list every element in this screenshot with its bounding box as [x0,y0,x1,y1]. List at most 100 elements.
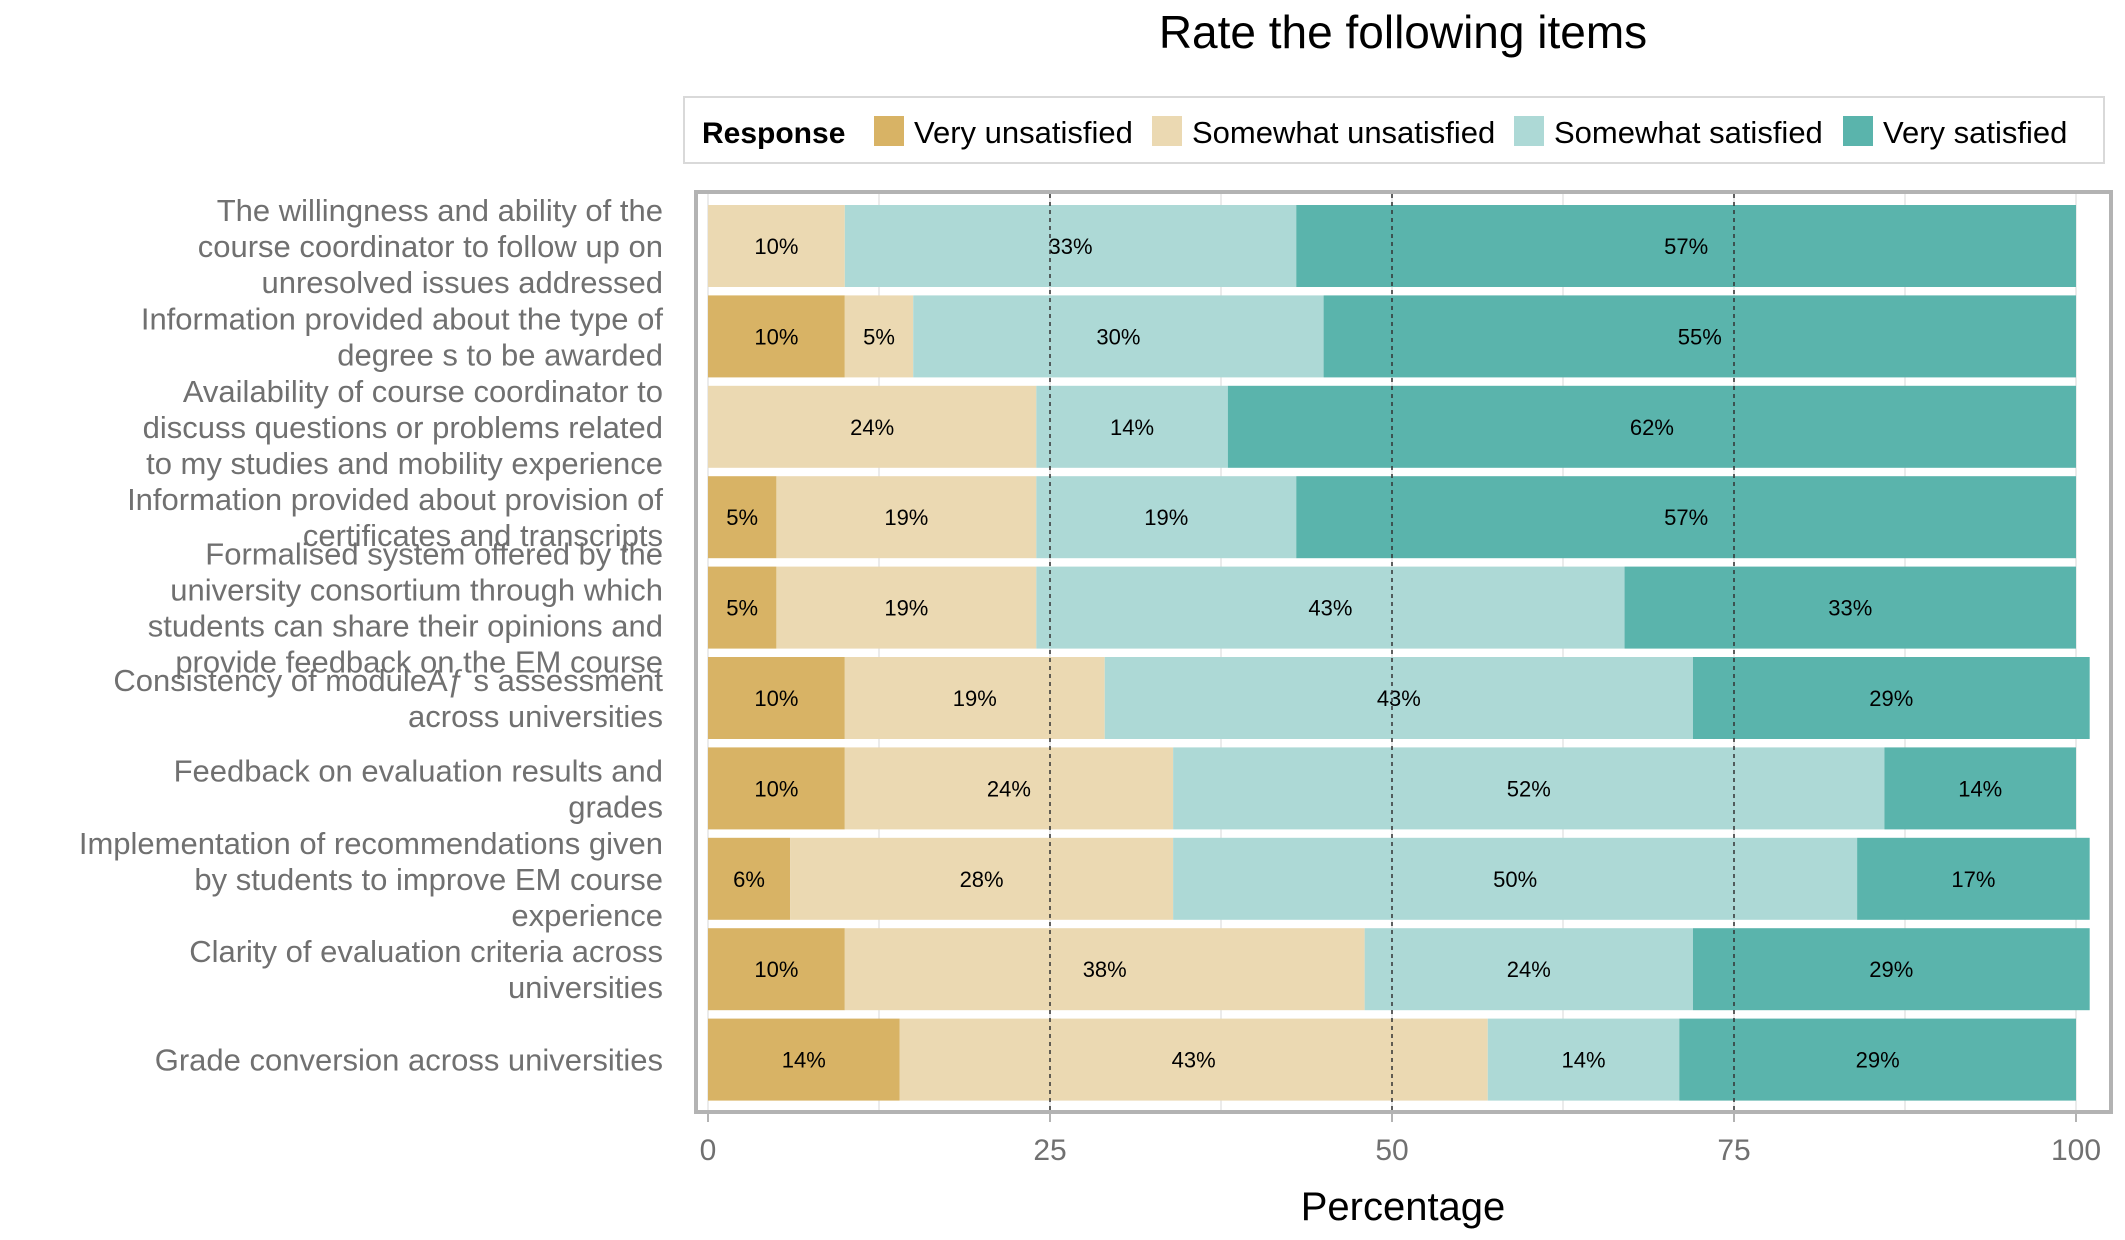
bar-segment [1884,747,2076,830]
bar-row: 10% 38% 24% 29% [708,928,2090,1011]
bar-segment [844,928,1365,1011]
bar-data-label: 19% [884,596,928,621]
bar-segment [844,295,914,378]
legend-label: Very satisfied [1883,115,2067,150]
bar-row: 24% 14% 62% [708,385,2076,468]
bar-data-label: 10% [754,324,798,349]
bar-data-label: 30% [1096,324,1140,349]
bar-data-label: 43% [1308,596,1352,621]
x-tick-label: 75 [1717,1134,1750,1167]
bar-segment [1173,747,1885,830]
bar-data-label: 6% [733,867,765,892]
legend-swatch [1843,116,1873,146]
bar-data-label: 19% [953,686,997,711]
category-label: Feedback on evaluation results and grades [174,753,663,824]
bar-segment [1296,205,2076,287]
bar-data-label: 29% [1856,1048,1900,1073]
plot-area: 10% 33% 57% 10% 5% 30% 55% 24% 14% 62% 5% 19% 19% 57%… [694,190,2113,1114]
bar-data-label: 52% [1507,776,1551,801]
bar-data-label: 5% [863,324,895,349]
bar-segment [708,657,845,739]
bar-segment [776,476,1037,559]
bar-data-label: 57% [1664,234,1708,259]
category-label: Information provided about provision of c… [127,482,663,553]
bar-segment [1104,657,1693,739]
bar-row: 10% 5% 30% 55% [708,295,2076,378]
bar-segment [776,566,1037,649]
bar-data-label: 29% [1869,957,1913,982]
bar-segment [1692,928,2090,1011]
bar-data-label: 24% [1507,957,1551,982]
bar-data-label: 5% [726,596,758,621]
bar-segment [1364,928,1693,1011]
x-tick-label: 100 [2051,1134,2101,1167]
bar-segment [844,657,1105,739]
bar-data-label: 14% [1958,776,2002,801]
bar-segment [1036,476,1297,559]
bar-segment [708,476,777,559]
chart-title: Rate the following items [1159,6,1647,58]
bar-data-label: 10% [754,957,798,982]
legend-title: Response [702,117,845,150]
bar-segment [1173,837,1858,920]
x-axis-title: Percentage [1301,1185,1506,1229]
legend-label: Somewhat unsatisfied [1192,115,1495,150]
bar-data-label: 62% [1630,415,1674,440]
bar-data-label: 38% [1083,957,1127,982]
bar-data-label: 19% [884,505,928,530]
category-label: Consistency of moduleAƒ s assessment acro… [113,663,663,734]
bar-segment [708,205,845,287]
legend-swatch [874,116,904,146]
bar-row: 10% 24% 52% 14% [708,747,2076,830]
bar-segment [1692,657,2090,739]
bar-segment [708,566,777,649]
bar-data-label: 24% [850,415,894,440]
bar-data-label: 14% [1110,415,1154,440]
bar-segment [1323,295,2076,378]
bar-data-label: 10% [754,776,798,801]
bar-row: 5% 19% 43% 33% [708,566,2076,649]
category-label: Information provided about the type of de… [141,301,664,372]
bar-data-label: 10% [754,234,798,259]
bar-data-label: 24% [987,776,1031,801]
bar-data-label: 43% [1377,686,1421,711]
bar-data-label: 33% [1828,596,1872,621]
bar-row: 10% 33% 57% [708,205,2076,287]
legend-label: Somewhat satisfied [1554,115,1823,150]
bar-segment [790,837,1174,920]
legend-swatch [1514,116,1544,146]
bar-data-label: 50% [1493,867,1537,892]
bar-data-label: 28% [960,867,1004,892]
bar-data-label: 55% [1678,324,1722,349]
legend-swatch [1152,116,1182,146]
x-tick-label: 0 [700,1134,717,1167]
bar-segment [913,295,1324,378]
bar-data-label: 17% [1951,867,1995,892]
category-labels: The willingness and ability of the course… [79,193,664,1078]
bar-segment [708,747,845,830]
category-label: Implementation of recommendations given b… [79,826,663,933]
category-label: Clarity of evaluation criteria across uni… [189,934,663,1005]
bar-data-label: 14% [782,1048,826,1073]
bar-data-label: 43% [1172,1048,1216,1073]
bar-segment [708,1018,900,1101]
bar-segment [1227,385,2076,468]
bar-segment [1036,566,1625,649]
legend-label: Very unsatisfied [914,115,1133,150]
category-label: Formalised system offered by the universi… [148,537,663,680]
bar-segment [708,928,845,1011]
bar-row: 6% 28% 50% 17% [708,837,2090,920]
bar-segment [1487,1018,1680,1101]
category-label: Grade conversion across universities [155,1043,663,1078]
bar-segment [899,1018,1488,1101]
bar-data-label: 33% [1048,234,1092,259]
bar-data-label: 19% [1144,505,1188,530]
category-label: The willingness and ability of the course… [198,193,663,300]
bar-data-label: 10% [754,686,798,711]
bar-segment [844,747,1174,830]
bar-segment [1679,1018,2076,1101]
x-tick-label: 25 [1033,1134,1066,1167]
bar-data-label: 57% [1664,505,1708,530]
bar-data-label: 29% [1869,686,1913,711]
